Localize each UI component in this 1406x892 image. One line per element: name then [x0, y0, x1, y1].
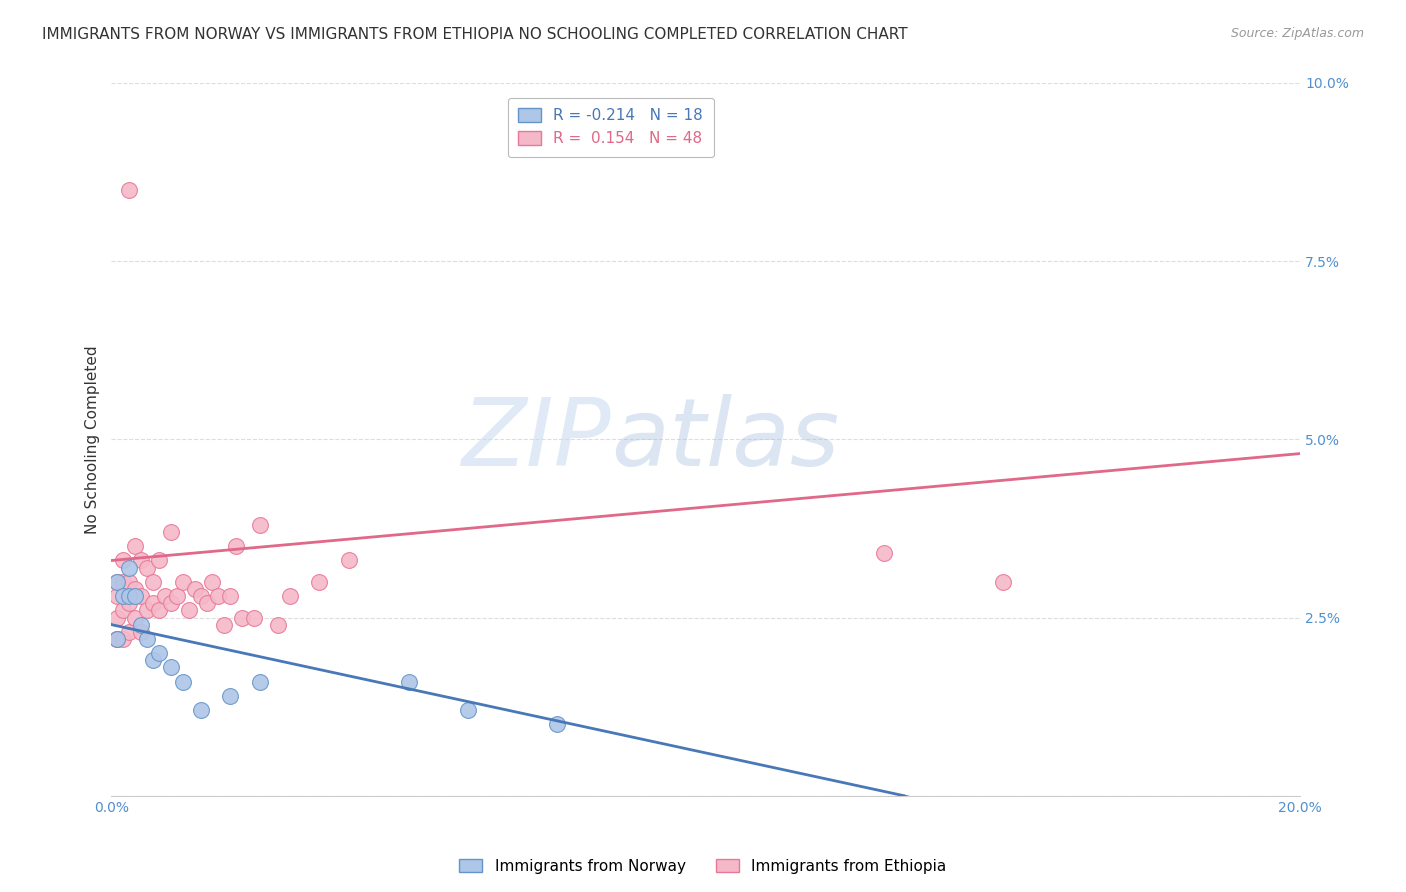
Point — [267, 617, 290, 632]
Point — [118, 589, 141, 603]
Point — [243, 610, 266, 624]
Point — [160, 660, 183, 674]
Point — [105, 574, 128, 589]
Point — [112, 632, 135, 646]
Point — [166, 589, 188, 603]
Point — [112, 589, 135, 603]
Point — [195, 596, 218, 610]
Point — [148, 646, 170, 660]
Point — [105, 610, 128, 624]
Point — [207, 589, 229, 603]
Point — [172, 674, 194, 689]
Point — [278, 589, 301, 603]
Point — [249, 674, 271, 689]
Point — [873, 546, 896, 560]
Point — [129, 617, 152, 632]
Point — [172, 574, 194, 589]
Point — [190, 589, 212, 603]
Point — [136, 632, 159, 646]
Point — [118, 596, 141, 610]
Point — [105, 632, 128, 646]
Point — [231, 610, 253, 624]
Point — [214, 617, 236, 632]
Point — [249, 517, 271, 532]
Point — [142, 653, 165, 667]
Point — [118, 183, 141, 197]
Point — [129, 589, 152, 603]
Point — [129, 553, 152, 567]
Point — [118, 574, 141, 589]
Point — [112, 553, 135, 567]
Point — [153, 589, 176, 603]
Point — [148, 553, 170, 567]
Point — [160, 596, 183, 610]
Point — [160, 524, 183, 539]
Point — [129, 624, 152, 639]
Point — [337, 553, 360, 567]
Point — [183, 582, 205, 596]
Text: atlas: atlas — [610, 394, 839, 485]
Point — [105, 632, 128, 646]
Point — [177, 603, 200, 617]
Point — [546, 717, 568, 731]
Point — [225, 539, 247, 553]
Point — [105, 589, 128, 603]
Point — [136, 560, 159, 574]
Y-axis label: No Schooling Completed: No Schooling Completed — [86, 345, 100, 533]
Point — [190, 703, 212, 717]
Point — [201, 574, 224, 589]
Point — [124, 589, 146, 603]
Point — [219, 589, 242, 603]
Legend: R = -0.214   N = 18, R =  0.154   N = 48: R = -0.214 N = 18, R = 0.154 N = 48 — [508, 98, 714, 157]
Point — [118, 624, 141, 639]
Point — [112, 574, 135, 589]
Point — [398, 674, 420, 689]
Point — [124, 610, 146, 624]
Text: IMMIGRANTS FROM NORWAY VS IMMIGRANTS FROM ETHIOPIA NO SCHOOLING COMPLETED CORREL: IMMIGRANTS FROM NORWAY VS IMMIGRANTS FRO… — [42, 27, 908, 42]
Point — [142, 596, 165, 610]
Point — [308, 574, 330, 589]
Point — [457, 703, 479, 717]
Point — [124, 582, 146, 596]
Point — [136, 603, 159, 617]
Text: ZIP: ZIP — [461, 394, 610, 485]
Point — [148, 603, 170, 617]
Point — [142, 574, 165, 589]
Point — [118, 560, 141, 574]
Legend: Immigrants from Norway, Immigrants from Ethiopia: Immigrants from Norway, Immigrants from … — [453, 853, 953, 880]
Point — [991, 574, 1014, 589]
Point — [105, 574, 128, 589]
Point — [219, 689, 242, 703]
Point — [112, 603, 135, 617]
Text: Source: ZipAtlas.com: Source: ZipAtlas.com — [1230, 27, 1364, 40]
Point — [124, 539, 146, 553]
Point — [105, 632, 128, 646]
